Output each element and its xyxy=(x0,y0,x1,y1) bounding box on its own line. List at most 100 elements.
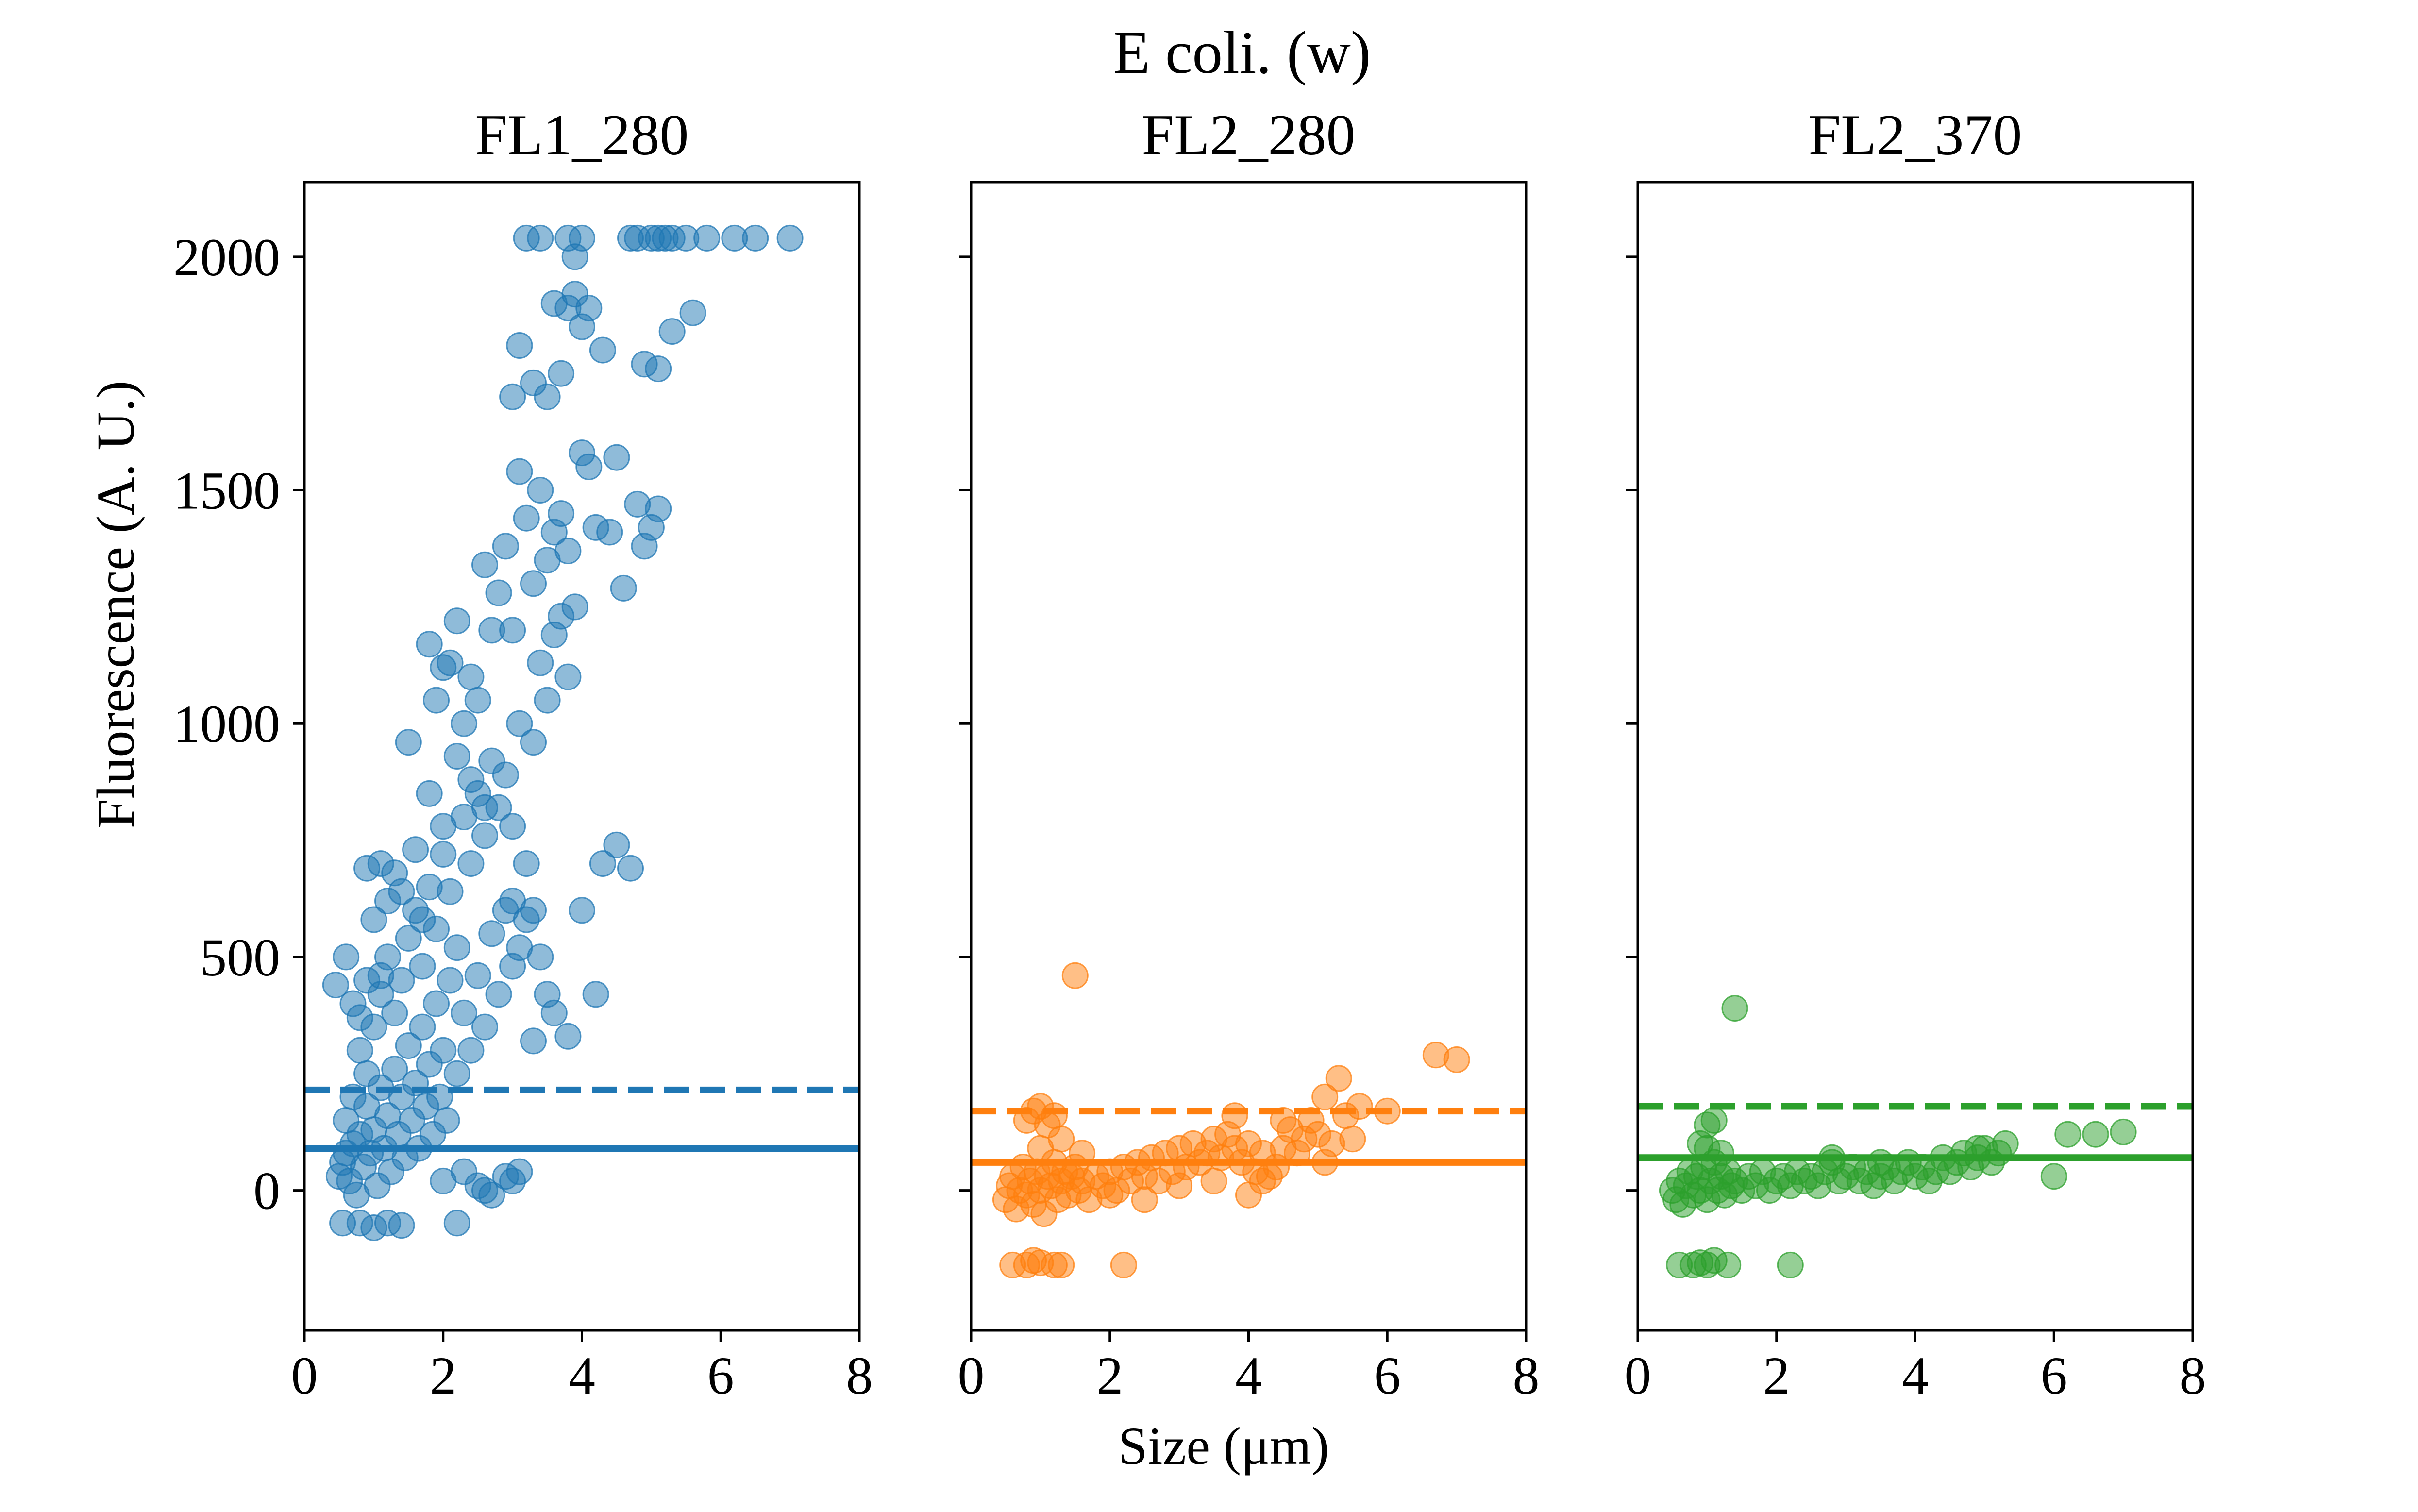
x-tick-label: 8 xyxy=(2180,1346,2206,1405)
data-point-61 xyxy=(485,981,512,1008)
data-point-185 xyxy=(548,603,575,630)
data-point-154 xyxy=(617,855,644,882)
data-point-77 xyxy=(1867,1149,1894,1176)
data-point-151 xyxy=(582,981,609,1008)
data-point-64 xyxy=(2110,1118,2137,1145)
y-tick-label: 1000 xyxy=(173,694,280,754)
data-point-89 xyxy=(1200,1167,1227,1194)
data-point-171 xyxy=(402,836,429,863)
x-tick-label: 6 xyxy=(707,1346,734,1405)
x-axis-label: Size (μm) xyxy=(1118,1416,1329,1476)
data-point-163 xyxy=(333,943,360,971)
data-point-62 xyxy=(2054,1121,2082,1148)
data-point-172 xyxy=(409,906,436,933)
data-point-58 xyxy=(1992,1130,2019,1157)
figure-title: E coli. (w) xyxy=(1113,19,1371,86)
data-point-91 xyxy=(492,533,519,560)
data-point-90 xyxy=(485,579,512,606)
data-point-145 xyxy=(527,943,554,971)
data-point-115 xyxy=(534,383,561,410)
x-tick-label: 4 xyxy=(569,1346,595,1405)
data-point-183 xyxy=(534,687,561,714)
data-point-176 xyxy=(457,766,485,793)
data-point-103 xyxy=(575,453,603,480)
data-point-70 xyxy=(1346,1093,1373,1120)
data-point-75 xyxy=(1687,1130,1714,1157)
x-tick-label: 2 xyxy=(430,1346,456,1405)
data-point-84 xyxy=(443,607,470,635)
data-point-51 xyxy=(443,934,470,961)
data-point-121 xyxy=(575,295,603,322)
data-point-139 xyxy=(693,224,721,252)
data-point-79 xyxy=(395,729,422,756)
data-point-144 xyxy=(513,906,540,933)
data-point-83 xyxy=(437,649,464,676)
data-point-66 xyxy=(1041,1102,1068,1129)
data-point-152 xyxy=(589,850,616,877)
data-point-153 xyxy=(603,831,630,858)
data-point-142 xyxy=(776,224,804,252)
data-point-99 xyxy=(548,500,575,527)
data-point-61 xyxy=(1721,995,1748,1022)
subplot-1: 0 2 4 6 8 0 500 1000 1500 2000 FL1_280 xyxy=(173,102,873,1405)
data-point-168 xyxy=(367,962,394,989)
data-point-47 xyxy=(433,1107,460,1134)
data-point-111 xyxy=(645,495,672,522)
data-point-87 xyxy=(464,687,491,714)
data-point-116 xyxy=(548,360,575,387)
data-point-65 xyxy=(499,813,526,840)
data-point-106 xyxy=(603,444,630,471)
data-point-175 xyxy=(443,743,470,770)
subplot-panels: 0 2 4 6 8 0 500 1000 1500 2000 FL1_280 0 2 4 6 8 FL2_280… xyxy=(173,102,2206,1405)
data-point-65 xyxy=(2040,1163,2067,1190)
data-point-67 xyxy=(513,850,540,877)
subplot-title: FL2_280 xyxy=(1142,102,1355,167)
data-point-149 xyxy=(554,1023,582,1050)
data-point-182 xyxy=(527,649,554,676)
data-point-63 xyxy=(2082,1121,2109,1148)
scatter-series xyxy=(992,962,1470,1278)
data-point-87 xyxy=(1131,1186,1158,1213)
data-point-74 xyxy=(388,1212,415,1239)
x-tick-label: 0 xyxy=(1625,1346,1651,1405)
data-point-170 xyxy=(388,878,415,905)
data-point-141 xyxy=(742,224,769,252)
data-point-125 xyxy=(658,318,686,345)
subplot-title: FL2_370 xyxy=(1808,102,2022,167)
data-point-75 xyxy=(443,1210,470,1237)
x-tick-label: 2 xyxy=(1763,1346,1790,1405)
data-point-71 xyxy=(1714,1251,1742,1278)
data-point-50 xyxy=(443,1060,470,1087)
data-point-126 xyxy=(679,299,706,326)
data-point-37 xyxy=(409,953,436,980)
data-point-61 xyxy=(1339,1126,1366,1153)
data-point-165 xyxy=(346,1004,373,1031)
data-point-162 xyxy=(451,1158,478,1185)
data-point-67 xyxy=(1061,962,1089,989)
data-point-55 xyxy=(457,850,485,877)
data-point-92 xyxy=(499,617,526,644)
data-point-60 xyxy=(1700,1107,1728,1134)
data-point-113 xyxy=(506,332,533,359)
y-axis-label: Fluorescence (A. U.) xyxy=(86,381,145,828)
data-point-75 xyxy=(1325,1065,1352,1092)
data-point-46 xyxy=(430,840,457,868)
data-point-84 xyxy=(1048,1126,1075,1153)
data-point-105 xyxy=(596,519,623,546)
data-point-157 xyxy=(506,1158,533,1185)
x-tick-label: 4 xyxy=(1235,1346,1262,1405)
data-point-81 xyxy=(1048,1251,1075,1278)
data-point-25 xyxy=(381,999,408,1026)
data-point-49 xyxy=(437,878,464,905)
y-tick-label: 1500 xyxy=(173,461,280,521)
data-point-179 xyxy=(492,761,519,789)
x-tick-label: 2 xyxy=(1096,1346,1123,1405)
x-tick-label: 4 xyxy=(1902,1346,1929,1405)
data-point-80 xyxy=(416,631,443,658)
x-tick-label: 6 xyxy=(2041,1346,2067,1405)
data-point-73 xyxy=(1443,1046,1470,1073)
data-point-143 xyxy=(499,888,526,914)
data-point-131 xyxy=(569,224,595,252)
data-point-10 xyxy=(346,1037,373,1064)
